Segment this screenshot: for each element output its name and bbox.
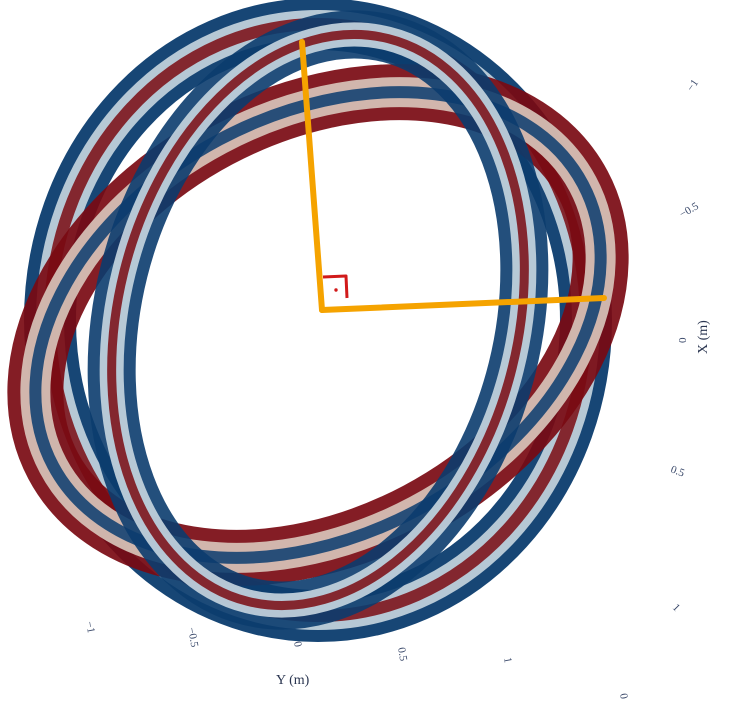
right-angle-marker <box>322 274 349 299</box>
x-tick-label: −0.5 <box>678 200 702 221</box>
y-tick-label: −1 <box>83 620 97 634</box>
torus-surface-3 <box>87 10 549 630</box>
x-axis: −1 −0.5 0 0.5 1 X (m) <box>669 77 711 614</box>
orange-line-vertical <box>299 39 325 313</box>
x-tick-label: 0.5 <box>669 464 686 480</box>
x-tick-label: −1 <box>685 77 702 93</box>
y-axis-title: Y (m) <box>276 673 310 688</box>
y-axis: −1 −0.5 0 0.5 1 Y (m) <box>83 620 514 688</box>
z-tick-label: 0 <box>617 692 630 700</box>
y-tick-label: −0.5 <box>185 626 200 648</box>
red-point <box>334 288 338 292</box>
y-tick-label: 0 <box>291 640 304 648</box>
x-axis-title: X (m) <box>696 320 711 354</box>
x-tick-label: 1 <box>670 602 682 614</box>
z-axis: 0 <box>617 692 630 700</box>
x-tick-label: 0 <box>677 337 689 343</box>
y-tick-label: 1 <box>501 656 514 664</box>
y-tick-label: 0.5 <box>395 646 409 662</box>
orange-line-horizontal <box>319 295 607 313</box>
